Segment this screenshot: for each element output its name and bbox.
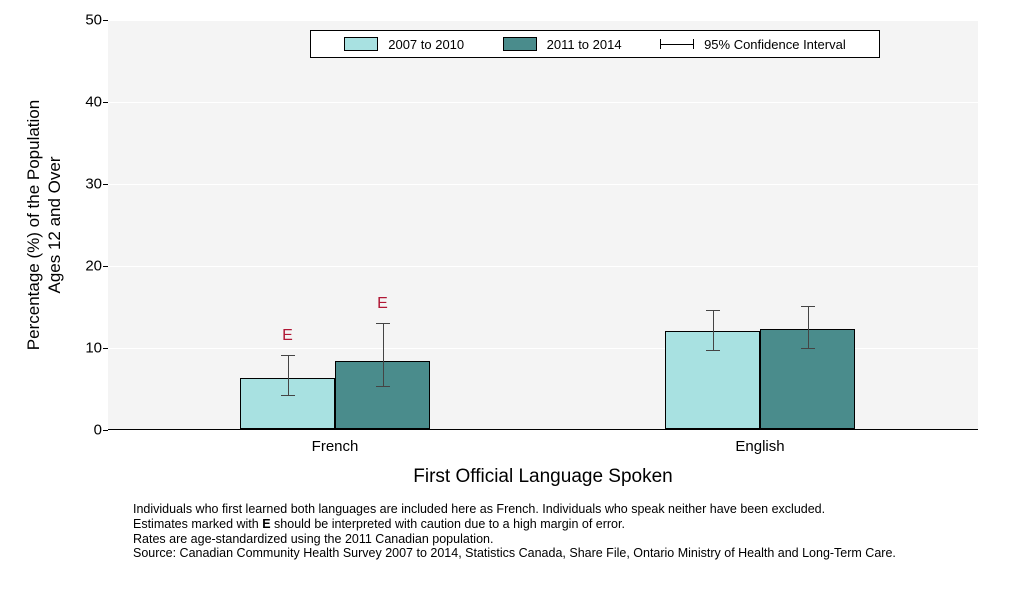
y-tick-label: 50 xyxy=(72,12,102,29)
legend-item-ci: 95% Confidence Interval xyxy=(660,37,846,52)
error-cap xyxy=(281,395,295,396)
footnotes: Individuals who first learned both langu… xyxy=(133,502,896,561)
error-cap xyxy=(706,350,720,351)
error-bar xyxy=(288,355,289,394)
error-cap xyxy=(376,386,390,387)
y-tick-label: 10 xyxy=(72,340,102,357)
legend-swatch-1 xyxy=(344,37,378,51)
legend-label-1: 2007 to 2010 xyxy=(388,37,464,52)
legend-item-series1: 2007 to 2010 xyxy=(344,37,464,52)
footnote-line: Estimates marked with E should be interp… xyxy=(133,517,896,532)
y-tick-mark xyxy=(103,20,108,21)
y-tick-label: 30 xyxy=(72,176,102,193)
y-tick-mark xyxy=(103,102,108,103)
error-bar xyxy=(383,323,384,386)
y-tick-mark xyxy=(103,430,108,431)
error-bar xyxy=(808,306,809,348)
error-cap xyxy=(801,348,815,349)
gridline xyxy=(108,102,978,103)
legend-swatch-2 xyxy=(503,37,537,51)
footnote-line: Individuals who first learned both langu… xyxy=(133,502,896,517)
error-bar xyxy=(713,310,714,349)
x-tick-label: English xyxy=(735,438,784,455)
chart-container: EE Percentage (%) of the Population Ages… xyxy=(0,0,1024,614)
x-axis-title: First Official Language Spoken xyxy=(413,466,672,488)
legend: 2007 to 2010 2011 to 2014 95% Confidence… xyxy=(310,30,880,58)
y-tick-mark xyxy=(103,266,108,267)
footnote-line: Source: Canadian Community Health Survey… xyxy=(133,546,896,561)
y-tick-mark xyxy=(103,348,108,349)
y-tick-mark xyxy=(103,184,108,185)
error-cap xyxy=(376,323,390,324)
x-tick-label: French xyxy=(312,438,359,455)
legend-item-series2: 2011 to 2014 xyxy=(503,37,622,52)
y-tick-label: 40 xyxy=(72,94,102,111)
plot-area: EE xyxy=(108,20,978,430)
legend-label-3: 95% Confidence Interval xyxy=(704,37,846,52)
legend-label-2: 2011 to 2014 xyxy=(547,37,622,52)
error-cap xyxy=(706,310,720,311)
error-cap xyxy=(281,355,295,356)
footnote-line: Rates are age-standardized using the 201… xyxy=(133,532,896,547)
legend-ci-icon xyxy=(660,44,694,45)
gridline xyxy=(108,20,978,21)
y-tick-label: 20 xyxy=(72,258,102,275)
gridline xyxy=(108,266,978,267)
error-cap xyxy=(801,306,815,307)
e-marker: E xyxy=(282,327,293,345)
y-axis-title: Percentage (%) of the Population Ages 12… xyxy=(23,100,66,350)
y-tick-label: 0 xyxy=(72,422,102,439)
e-marker: E xyxy=(377,295,388,313)
gridline xyxy=(108,184,978,185)
